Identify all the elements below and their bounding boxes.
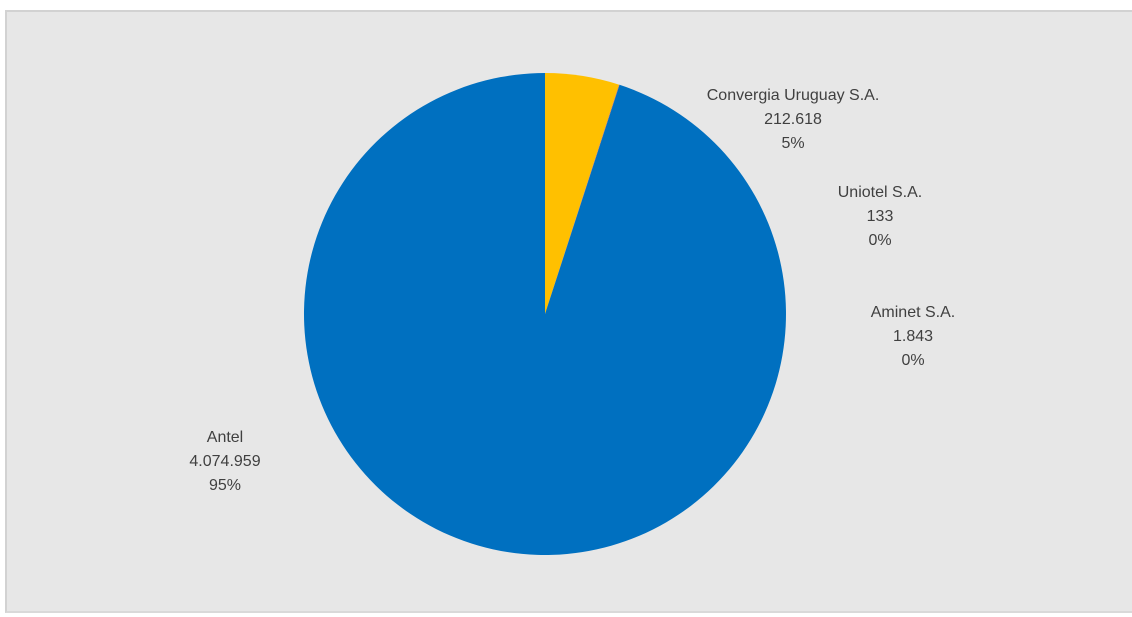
slice-value-label: 4.074.959 <box>189 453 260 470</box>
slice-percent-label: 5% <box>781 135 804 152</box>
data-label-antel: Antel 4.074.959 95% <box>189 429 260 494</box>
data-label-aminet-s-a: Aminet S.A. 1.843 0% <box>871 304 955 369</box>
pie-slice-convergia-uruguay-s-a <box>545 72 619 314</box>
slice-name-label: Convergia Uruguay S.A. <box>707 87 880 104</box>
slice-value-label: 133 <box>867 208 894 225</box>
slice-value-label: 212.618 <box>764 111 822 128</box>
pie-slice-uniotel-s-a <box>545 84 619 314</box>
pie-slice-antel <box>303 72 786 556</box>
slice-name-label: Aminet S.A. <box>871 304 955 321</box>
slice-percent-label: 0% <box>868 232 891 249</box>
slice-name-label: Antel <box>207 429 243 446</box>
slice-percent-label: 95% <box>209 477 241 494</box>
data-label-convergia-uruguay-s-a: Convergia Uruguay S.A. 212.618 5% <box>707 87 880 152</box>
data-label-uniotel-s-a: Uniotel S.A. 133 0% <box>838 184 922 249</box>
slice-value-label: 1.843 <box>893 328 933 345</box>
slice-percent-label: 0% <box>901 352 924 369</box>
pie-slice-aminet-s-a <box>545 84 620 314</box>
slice-name-label: Uniotel S.A. <box>838 184 922 201</box>
